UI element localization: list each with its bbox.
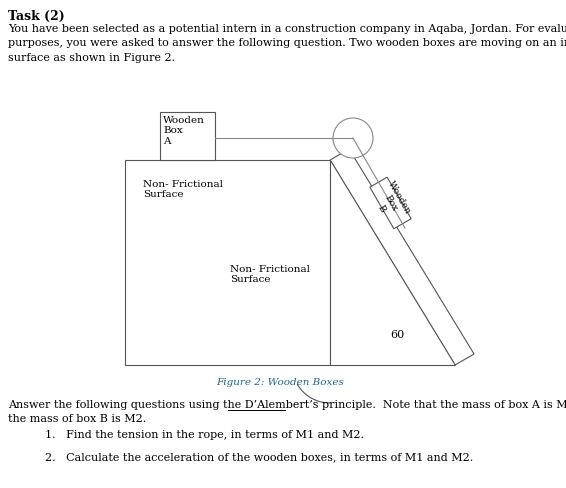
Text: 2.   Calculate the acceleration of the wooden boxes, in terms of M1 and M2.: 2. Calculate the acceleration of the woo… (45, 452, 473, 462)
Text: You have been selected as a potential intern in a construction company in Aqaba,: You have been selected as a potential in… (8, 24, 566, 63)
Text: 60: 60 (390, 330, 404, 340)
Polygon shape (330, 160, 455, 365)
Text: Non- Frictional
Surface: Non- Frictional Surface (230, 265, 310, 285)
Text: Non- Frictional
Surface: Non- Frictional Surface (143, 180, 223, 200)
Text: Figure 2: Wooden Boxes: Figure 2: Wooden Boxes (216, 378, 344, 387)
Text: Wooden
Box
A: Wooden Box A (163, 116, 205, 146)
Text: Answer the following questions using the D’Alembert’s principle.  Note that the : Answer the following questions using the… (8, 400, 566, 425)
Text: 1.   Find the tension in the rope, in terms of M1 and M2.: 1. Find the tension in the rope, in term… (45, 430, 364, 440)
Text: Task (2): Task (2) (8, 10, 65, 23)
Text: Wooden
Box
B: Wooden Box B (368, 180, 413, 226)
Bar (125, 160, 330, 365)
Polygon shape (330, 149, 474, 365)
Circle shape (333, 118, 373, 158)
Polygon shape (370, 177, 411, 229)
Bar (160, 112, 215, 160)
